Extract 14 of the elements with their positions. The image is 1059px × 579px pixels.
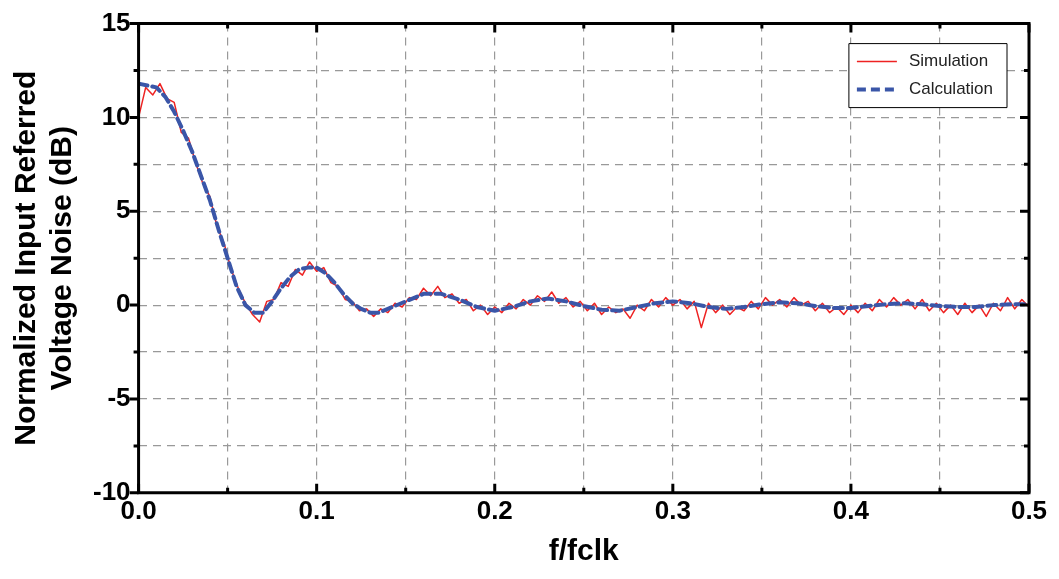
x-tick-label: 0.5 xyxy=(1010,494,1048,525)
x-tick-label: 0.4 xyxy=(832,494,870,525)
x-tick-label: 0.1 xyxy=(298,494,335,525)
y-tick-label: -5 xyxy=(107,382,131,413)
x-tick-label: 0.3 xyxy=(654,494,691,525)
legend-label: Simulation xyxy=(908,51,989,71)
y-tick-label: 5 xyxy=(116,194,131,225)
x-axis-title: f/fclk xyxy=(548,533,620,567)
y-tick-label: 0 xyxy=(116,288,131,319)
y-tick-label: 10 xyxy=(101,100,131,131)
y-axis-title: Normalized Input Referred Voltage Noise (dB) xyxy=(8,70,78,446)
x-tick-label: 0.2 xyxy=(476,494,513,525)
legend-label: Calculation xyxy=(908,79,994,99)
y-tick-label: 15 xyxy=(101,6,131,37)
